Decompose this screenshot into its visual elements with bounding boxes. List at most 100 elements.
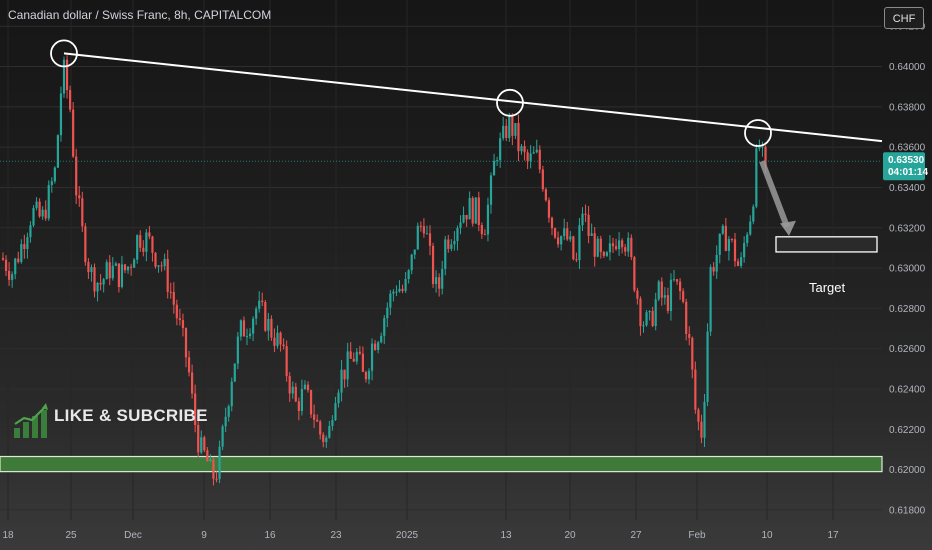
candle-body <box>721 225 724 234</box>
y-tick-label: 0.62800 <box>889 304 926 315</box>
price-tag-bg <box>883 152 925 181</box>
candle-body <box>724 225 727 251</box>
candle-body <box>279 332 282 345</box>
currency-button[interactable]: CHF <box>884 7 924 29</box>
candle-body <box>627 237 630 252</box>
candle-body <box>270 318 273 338</box>
candle-body <box>419 225 422 227</box>
candle-body <box>224 416 227 427</box>
candle-body <box>621 240 624 248</box>
candle-body <box>14 258 17 275</box>
candle-body <box>438 277 441 289</box>
candle-body <box>313 414 316 420</box>
candle-body <box>187 357 191 373</box>
candle-body <box>361 353 364 372</box>
target-label: Target <box>809 280 846 295</box>
candle-body <box>23 244 26 249</box>
candle-body <box>96 282 99 292</box>
candle-body <box>679 281 682 292</box>
y-tick-label: 0.63200 <box>889 223 926 234</box>
candle-body <box>703 401 706 438</box>
candle-body <box>544 189 547 201</box>
candle-body <box>743 242 746 258</box>
candle-body <box>642 325 645 327</box>
y-tick-label: 0.63400 <box>889 183 926 194</box>
candle-body <box>221 426 224 447</box>
candle-body <box>245 336 249 338</box>
x-tick-label: 23 <box>330 530 342 541</box>
candle-body <box>227 406 230 417</box>
candle-body <box>297 401 300 411</box>
candle-body <box>69 90 72 110</box>
y-tick-label: 0.62000 <box>889 465 926 476</box>
candle-body <box>459 222 462 228</box>
candle-body <box>358 351 361 354</box>
candle-body <box>572 236 575 260</box>
candle-body <box>53 167 56 182</box>
candle-body <box>560 236 563 245</box>
support-zone-layer <box>0 455 883 473</box>
candle-body <box>242 320 246 337</box>
candle-body <box>130 266 133 268</box>
candle-body <box>117 263 120 288</box>
candle-body <box>682 291 685 302</box>
candle-body <box>538 149 541 170</box>
candle-body <box>233 363 236 382</box>
x-tick-label: 20 <box>564 530 576 541</box>
candle-body <box>154 252 157 267</box>
candle-body <box>447 239 450 249</box>
candle-body <box>736 261 740 266</box>
candle-body <box>282 344 285 347</box>
candle-body <box>672 279 676 281</box>
candle-body <box>322 434 325 443</box>
candle-body <box>706 331 709 402</box>
candle-body <box>435 277 438 284</box>
swing-high-circle <box>50 39 78 68</box>
candle-body <box>499 138 502 161</box>
candle-body <box>465 215 468 220</box>
candle-body <box>581 213 584 226</box>
candle-body <box>32 207 35 226</box>
candle-body <box>355 351 358 362</box>
candles <box>1 55 767 486</box>
candle-body <box>715 254 718 272</box>
candle-body <box>492 160 496 176</box>
candle-body <box>133 259 136 268</box>
y-tick-label: 0.61800 <box>889 505 926 516</box>
candle-body <box>194 393 197 425</box>
drawings <box>0 39 883 253</box>
candle-body <box>599 238 602 252</box>
candle-body <box>81 198 84 227</box>
candle-body <box>633 257 636 291</box>
candle-body <box>401 288 404 291</box>
candle-body <box>44 209 47 219</box>
x-tick-label: Feb <box>688 530 706 541</box>
candle-body <box>325 437 328 443</box>
candle-body <box>377 342 380 350</box>
candle-body <box>535 149 538 153</box>
candle-body <box>636 290 639 299</box>
support-zone <box>0 455 883 473</box>
candle-body <box>730 239 734 241</box>
candle-body <box>331 420 334 426</box>
candle-body <box>145 232 148 252</box>
candle-body <box>38 201 41 217</box>
candle-body <box>584 213 587 215</box>
candle-body <box>181 320 185 329</box>
candle-body <box>178 318 181 321</box>
candle-body <box>309 390 313 415</box>
candle-body <box>596 238 599 257</box>
candle-body <box>328 425 331 438</box>
candle-body <box>29 225 32 238</box>
candle-body <box>404 278 407 291</box>
candle-body <box>755 148 758 207</box>
candle-body <box>303 384 307 390</box>
y-tick-label: 0.62600 <box>889 344 926 355</box>
candle-body <box>566 228 569 240</box>
candle-body <box>547 200 551 218</box>
candle-body <box>416 225 419 250</box>
candle-body <box>514 123 517 136</box>
